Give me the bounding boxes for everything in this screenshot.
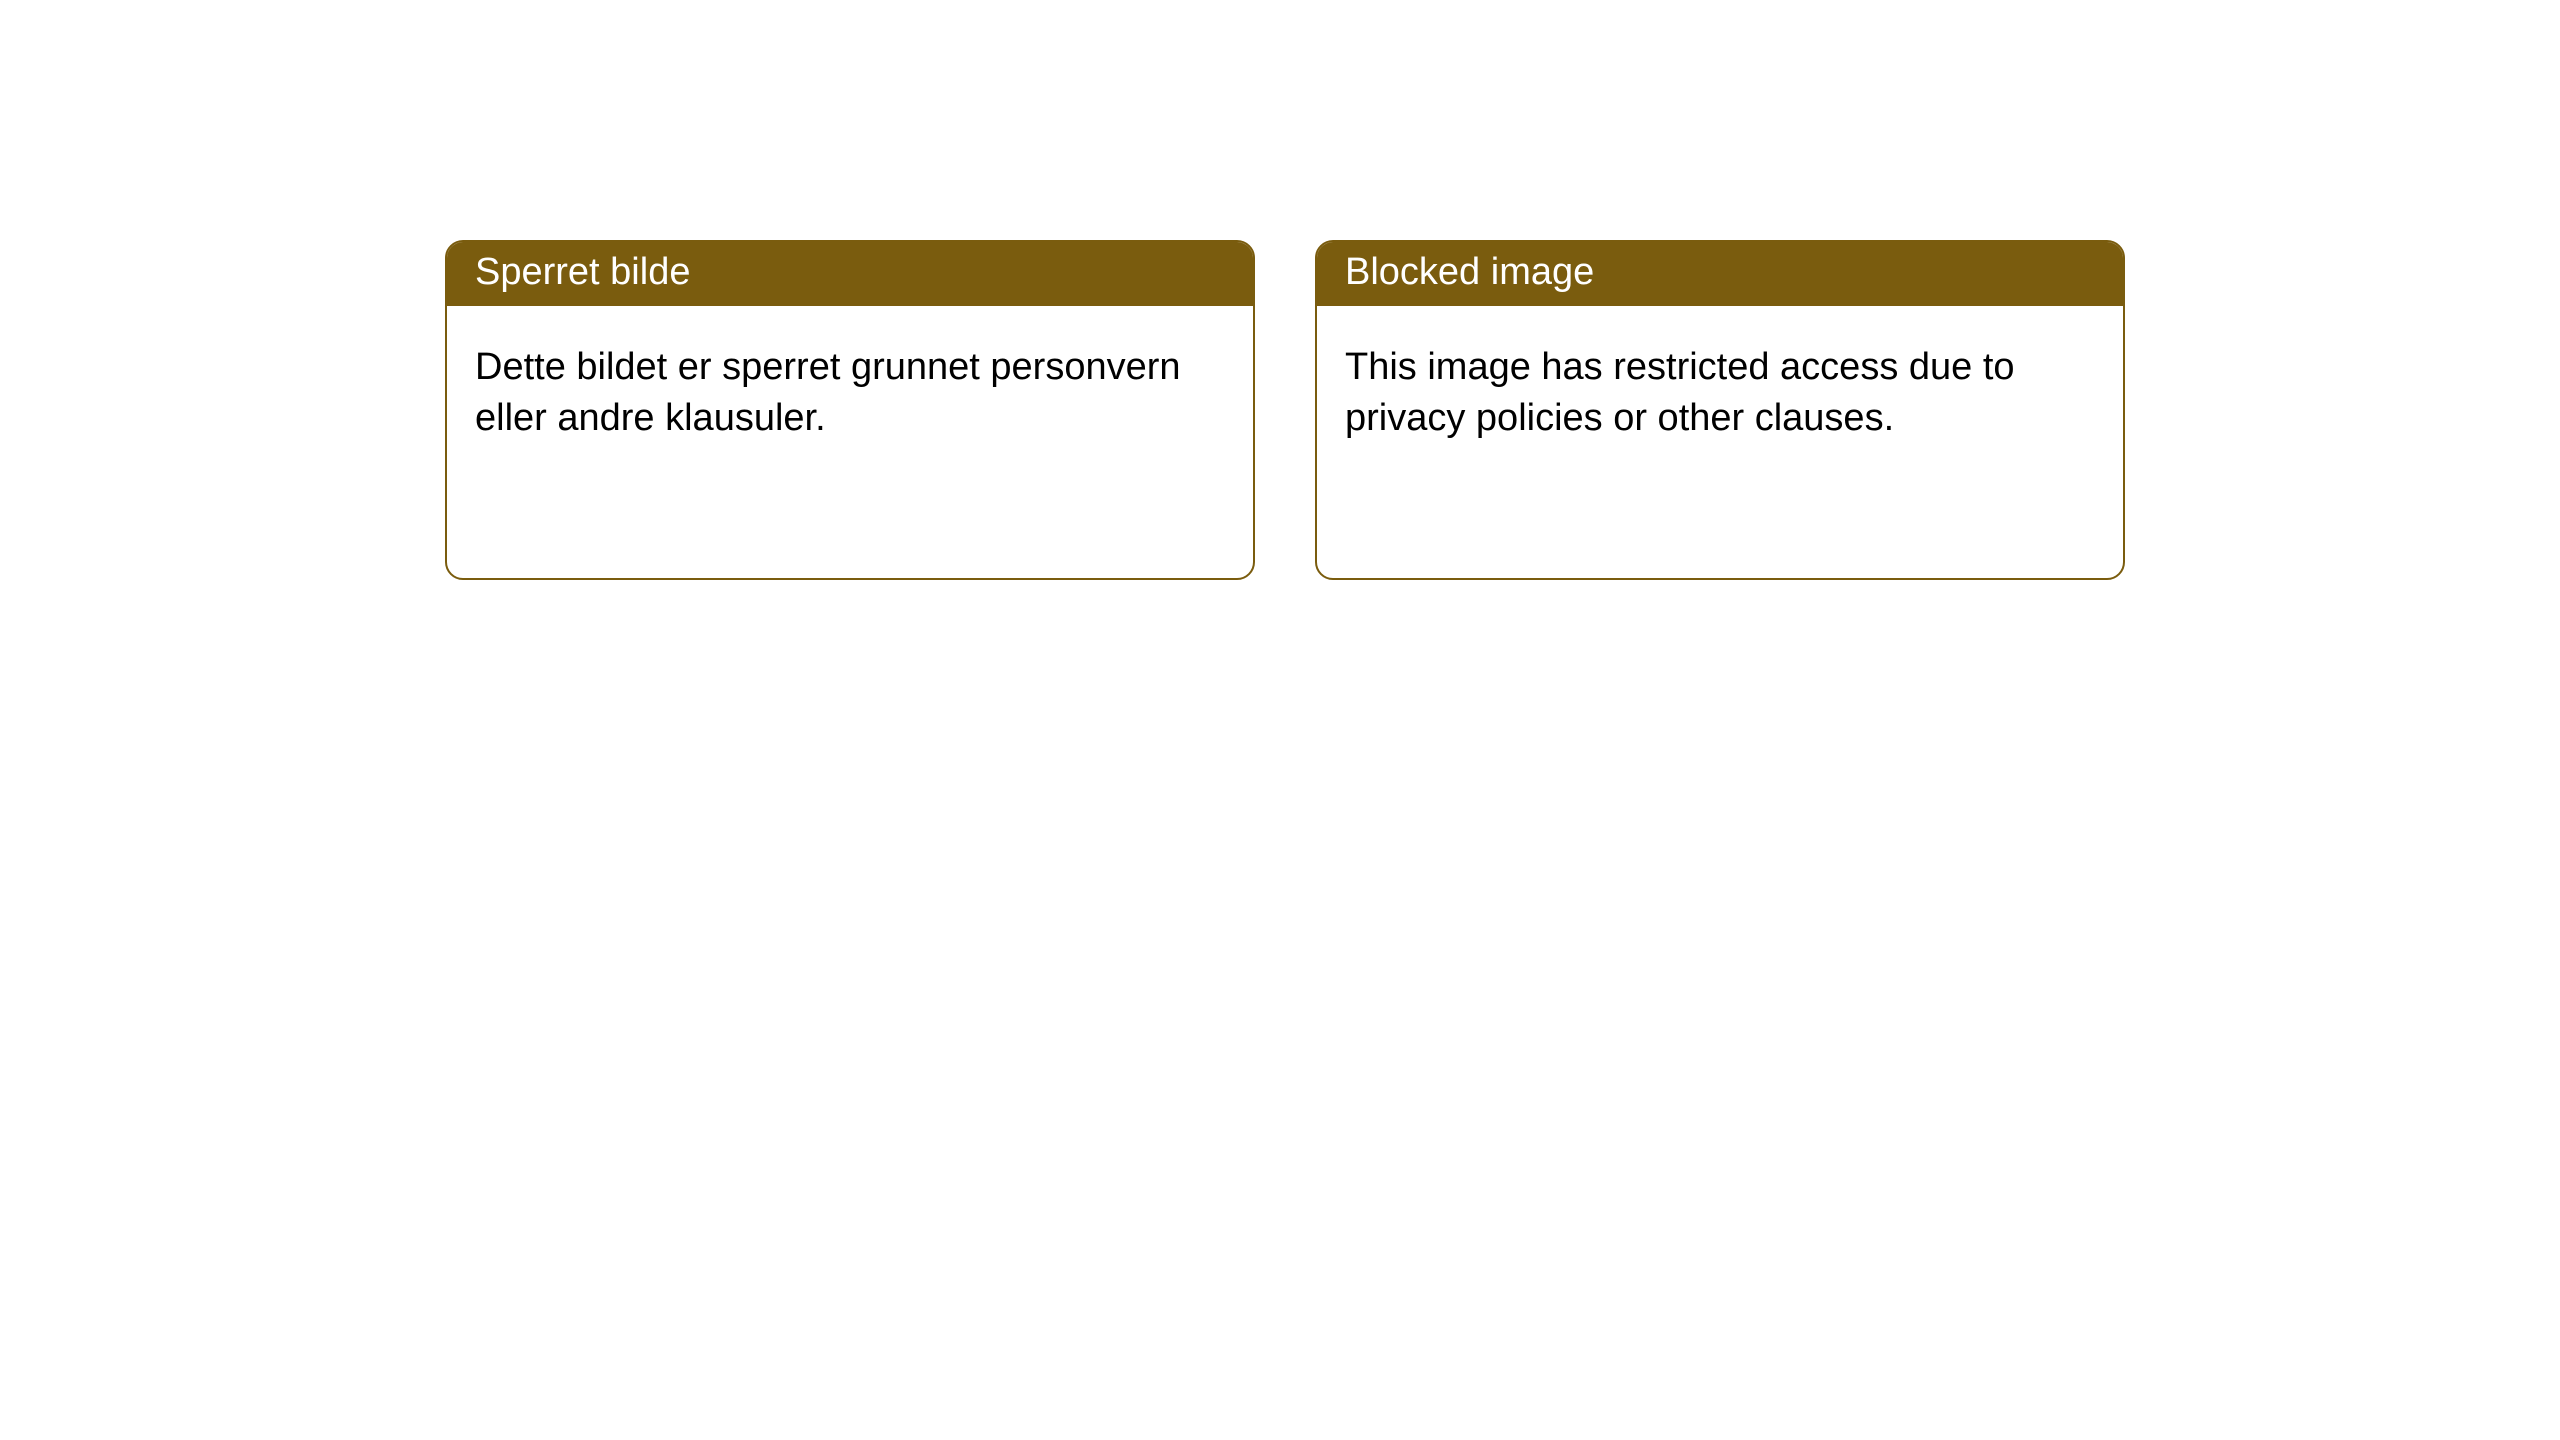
card-body-text: This image has restricted access due to … (1345, 346, 2015, 439)
card-body: Dette bildet er sperret grunnet personve… (447, 306, 1253, 473)
card-header: Sperret bilde (447, 242, 1253, 306)
card-body: This image has restricted access due to … (1317, 306, 2123, 473)
notice-card-norwegian: Sperret bilde Dette bildet er sperret gr… (445, 240, 1255, 580)
notice-container: Sperret bilde Dette bildet er sperret gr… (0, 0, 2560, 580)
card-body-text: Dette bildet er sperret grunnet personve… (475, 346, 1181, 439)
card-title: Blocked image (1345, 251, 1594, 293)
card-title: Sperret bilde (475, 251, 690, 293)
notice-card-english: Blocked image This image has restricted … (1315, 240, 2125, 580)
card-header: Blocked image (1317, 242, 2123, 306)
